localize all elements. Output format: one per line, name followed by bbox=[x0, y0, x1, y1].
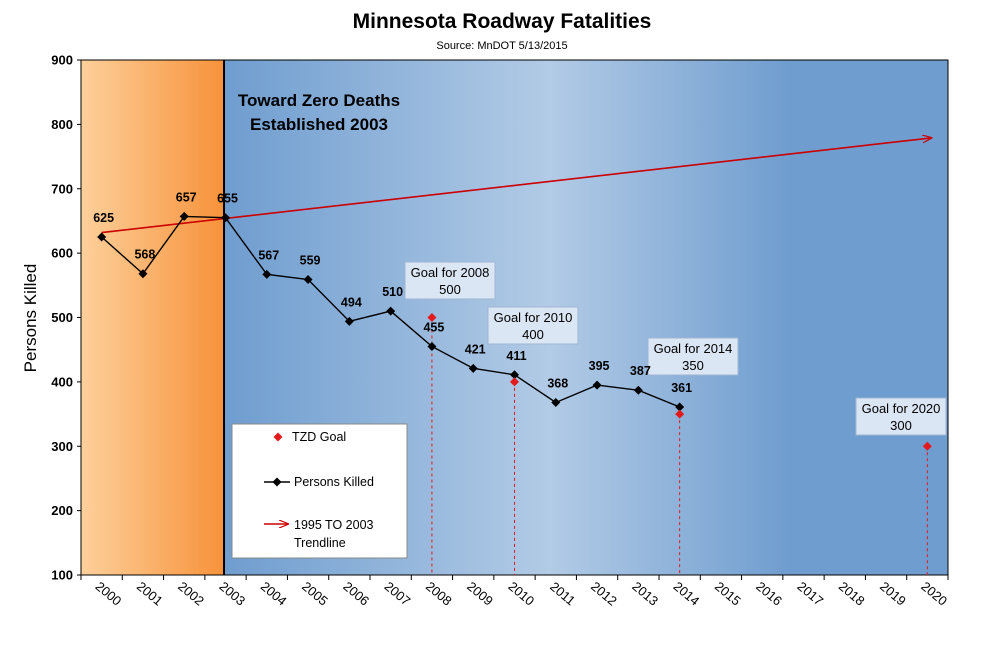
legend-label-goal: TZD Goal bbox=[292, 430, 346, 444]
persons-killed-point bbox=[138, 269, 148, 279]
data-label: 395 bbox=[589, 359, 610, 373]
data-label: 655 bbox=[217, 192, 238, 206]
legend: TZD Goal Persons Killed 1995 TO 2003 Tre… bbox=[231, 423, 408, 559]
data-label: 411 bbox=[506, 349, 526, 363]
data-label: 568 bbox=[134, 248, 155, 262]
persons-killed-point bbox=[427, 341, 437, 351]
pre-tzd-background bbox=[81, 60, 224, 575]
trendline-arrow bbox=[101, 138, 932, 234]
y-tick-label: 100 bbox=[51, 568, 73, 583]
x-tick-label: 2018 bbox=[836, 579, 868, 609]
y-tick-label: 300 bbox=[51, 439, 73, 454]
x-tick-label: 2011 bbox=[547, 579, 578, 608]
data-label: 510 bbox=[382, 285, 403, 299]
x-tick-label: 2015 bbox=[712, 579, 744, 609]
persons-killed-point bbox=[510, 370, 519, 380]
tzd-goal-point bbox=[510, 377, 519, 387]
legend-box bbox=[231, 423, 408, 559]
persons-killed-point bbox=[592, 380, 602, 390]
persons-killed-point bbox=[179, 211, 189, 221]
legend-label-trend-2: Trendline bbox=[294, 536, 346, 550]
tzd-goal-point bbox=[675, 409, 685, 419]
data-label: 559 bbox=[300, 254, 321, 268]
x-tick-label: 2017 bbox=[794, 579, 826, 609]
goal-callout-box bbox=[647, 337, 739, 376]
x-tick-label: 2009 bbox=[464, 579, 496, 609]
data-label: 567 bbox=[258, 248, 279, 262]
persons-killed-point bbox=[344, 316, 354, 326]
goal-callout-title: Goal for 2010 bbox=[494, 310, 573, 325]
tzd-goal-point bbox=[427, 313, 437, 322]
x-tick-label: 2012 bbox=[588, 579, 620, 609]
data-label: 494 bbox=[341, 295, 362, 309]
goal-callout-value: 350 bbox=[682, 358, 704, 373]
data-label: 657 bbox=[176, 190, 197, 204]
persons-killed-point bbox=[303, 275, 313, 285]
data-label: 361 bbox=[671, 381, 692, 395]
y-axis-label: Persons Killed bbox=[21, 264, 40, 373]
x-tick-label: 2007 bbox=[382, 579, 414, 609]
persons-killed-point bbox=[633, 385, 643, 395]
y-tick-label: 500 bbox=[51, 310, 73, 325]
y-tick-label: 200 bbox=[51, 503, 73, 518]
x-tick-label: 2019 bbox=[877, 579, 909, 609]
persons-killed-point bbox=[221, 213, 230, 223]
persons-killed-point bbox=[551, 397, 561, 407]
goal-callout-title: Goal for 2008 bbox=[411, 265, 490, 280]
goal-callout-title: Goal for 2014 bbox=[654, 341, 733, 356]
persons-killed-point bbox=[468, 363, 478, 373]
x-tick-label: 2002 bbox=[175, 579, 207, 609]
legend-label-killed: Persons Killed bbox=[294, 475, 374, 489]
x-tick-label: 2005 bbox=[299, 579, 331, 609]
x-tick-label: 2010 bbox=[505, 579, 537, 609]
x-tick-label: 2013 bbox=[629, 579, 661, 609]
chart-title: Minnesota Roadway Fatalities bbox=[352, 10, 652, 33]
data-label: 387 bbox=[630, 364, 651, 378]
legend-label-trend-1: 1995 TO 2003 bbox=[294, 518, 374, 532]
x-tick-label: 2014 bbox=[671, 579, 703, 609]
data-label: 368 bbox=[547, 376, 568, 390]
x-tick-label: 2001 bbox=[134, 579, 166, 609]
persons-killed-point bbox=[262, 269, 272, 279]
goal-callout-box bbox=[855, 397, 947, 436]
persons-killed-point bbox=[675, 402, 685, 412]
data-label: 421 bbox=[465, 342, 486, 356]
tzd-annotation-line1: Toward Zero Deaths bbox=[238, 91, 400, 110]
tzd-annotation-line2: Established 2003 bbox=[250, 115, 388, 134]
goal-callout-value: 400 bbox=[522, 327, 544, 342]
data-label: 625 bbox=[93, 211, 114, 225]
x-tick-label: 2004 bbox=[258, 579, 290, 609]
chart-subtitle: Source: MnDOT 5/13/2015 bbox=[436, 40, 568, 52]
goal-callout-box bbox=[404, 261, 496, 300]
x-tick-label: 2016 bbox=[753, 579, 785, 609]
y-tick-label: 600 bbox=[51, 246, 73, 261]
goal-callout-value: 500 bbox=[439, 282, 461, 297]
persons-killed-point bbox=[97, 232, 107, 242]
legend-killed-marker bbox=[272, 477, 282, 487]
x-tick-label: 2008 bbox=[423, 579, 455, 609]
tzd-goal-point bbox=[922, 441, 932, 451]
y-tick-label: 400 bbox=[51, 374, 73, 389]
goal-callout-title: Goal for 2020 bbox=[862, 401, 941, 416]
y-tick-label: 800 bbox=[51, 117, 73, 132]
y-tick-label: 900 bbox=[51, 53, 73, 68]
x-tick-label: 2003 bbox=[216, 579, 248, 609]
y-tick-label: 700 bbox=[51, 181, 73, 196]
x-tick-label: 2000 bbox=[93, 579, 125, 609]
persons-killed-point bbox=[386, 306, 396, 316]
x-tick-label: 2006 bbox=[340, 579, 372, 609]
goal-callout-box bbox=[487, 306, 579, 345]
x-tick-label: 2020 bbox=[918, 579, 950, 609]
goal-callout-value: 300 bbox=[890, 418, 912, 433]
data-label: 455 bbox=[423, 320, 444, 334]
legend-goal-marker bbox=[273, 432, 283, 442]
